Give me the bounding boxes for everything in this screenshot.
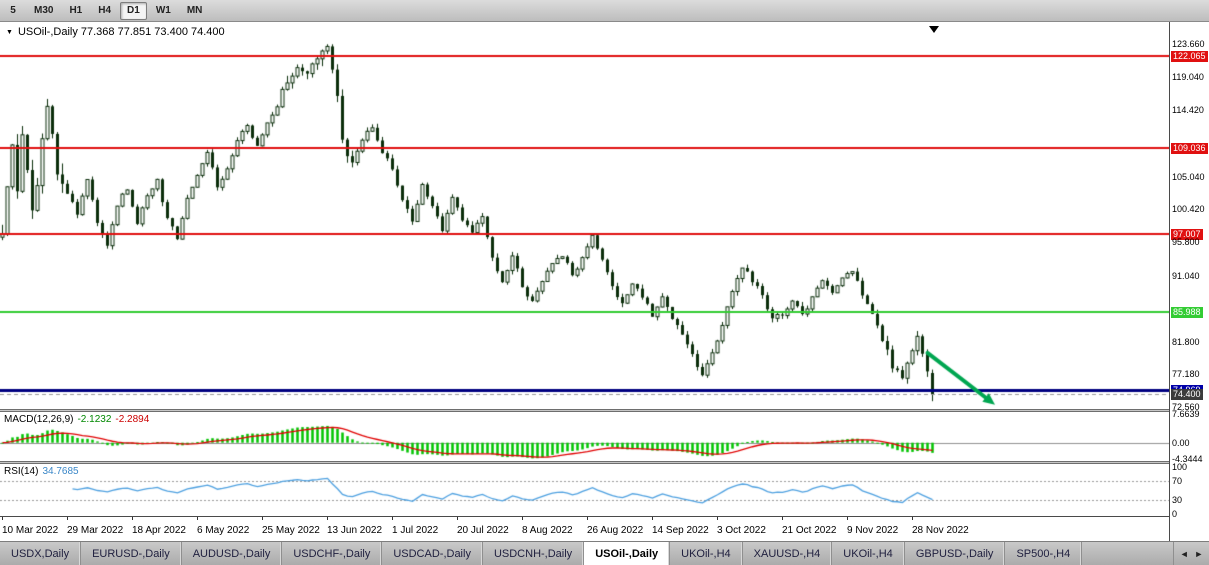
time-axis-label: 20 Jul 2022: [457, 525, 509, 536]
price-axis[interactable]: 123.660 122.065 119.040 114.420 109.036 105.0…: [1169, 22, 1209, 541]
time-axis-label: 8 Aug 2022: [522, 525, 573, 536]
timeframe-button-D1[interactable]: D1: [120, 1, 147, 20]
axis-label: 74.400: [1171, 389, 1203, 401]
symbol-tab-USDX-Daily[interactable]: USDX,Daily: [0, 542, 82, 565]
axis-label: 122.065: [1171, 50, 1208, 62]
chart-title-text: USOil-,Daily 77.368 77.851 73.400 74.400: [17, 26, 225, 38]
tab-scroll-controls: ◄ ►: [1173, 542, 1209, 565]
time-axis[interactable]: 10 Mar 2022 29 Mar 2022 18 Apr 2022 6 May 2…: [0, 516, 1169, 541]
axis-label: 7.6639: [1172, 409, 1200, 420]
timeframe-button-M30[interactable]: M30: [34, 5, 54, 16]
timeframe-button-H1[interactable]: H1: [69, 5, 83, 16]
macd-indicator-label: MACD(12,26,9) -2.1232 -2.2894: [4, 414, 150, 425]
axis-label: 114.420: [1172, 104, 1204, 115]
axis-label: 81.800: [1172, 336, 1200, 347]
axis-label: 70: [1172, 476, 1183, 487]
axis-label: 77.180: [1172, 369, 1200, 380]
axis-label: 85.988: [1171, 306, 1203, 318]
time-tick: [912, 517, 913, 520]
axis-label: 105.040: [1172, 171, 1205, 182]
time-tick: [197, 517, 198, 520]
time-axis-label: 13 Jun 2022: [327, 525, 383, 536]
macd-panel-canvas[interactable]: [0, 412, 1169, 461]
symbol-tab-USOil-Daily[interactable]: USOil-,Daily: [584, 542, 671, 565]
time-tick: [67, 517, 68, 520]
time-axis-label: 25 May 2022: [262, 525, 320, 536]
time-axis-label: 1 Jul 2022: [392, 525, 439, 536]
time-axis-label: 28 Nov 2022: [912, 525, 969, 536]
time-tick: [132, 517, 133, 520]
time-axis-label: 6 May 2022: [197, 525, 250, 536]
rsi-panel-canvas[interactable]: [0, 464, 1169, 516]
panel-separator[interactable]: [0, 461, 1209, 464]
time-tick: [522, 517, 523, 520]
symbol-tab-USDCNH-Daily[interactable]: USDCNH-,Daily: [483, 542, 585, 565]
timeframe-button-MN[interactable]: MN: [186, 5, 203, 16]
axis-label: 72.560: [1172, 402, 1200, 413]
timeframe-button-5[interactable]: 5: [10, 5, 16, 16]
chart-title: ▼ USOil-,Daily 77.368 77.851 73.400 74.4…: [4, 26, 227, 38]
time-tick: [782, 517, 783, 520]
axis-label: 0.00: [1172, 437, 1190, 448]
axis-label: -4.3444: [1172, 453, 1203, 464]
panel-separator[interactable]: [0, 409, 1209, 412]
axis-label: 95.800: [1172, 237, 1200, 248]
time-axis-label: 29 Mar 2022: [67, 525, 124, 536]
time-axis-label: 21 Oct 2022: [782, 525, 837, 536]
macd-name: MACD(12,26,9): [4, 414, 74, 425]
time-axis-label: 14 Sep 2022: [652, 525, 709, 536]
symbol-tab-USDCHF-Daily[interactable]: USDCHF-,Daily: [282, 542, 383, 565]
symbol-tab-UKOil-H4[interactable]: UKOil-,H4: [832, 542, 905, 565]
symbol-tabs: USDX,Daily EURUSD-,Daily AUDUSD-,Daily USDC…: [0, 542, 1173, 565]
time-tick: [847, 517, 848, 520]
axis-label: 119.040: [1172, 72, 1204, 83]
symbol-tab-EURUSD-Daily[interactable]: EURUSD-,Daily: [81, 542, 182, 565]
time-axis-label: 26 Aug 2022: [587, 525, 644, 536]
time-axis-label: 10 Mar 2022: [2, 525, 59, 536]
axis-label: 100.420: [1172, 204, 1205, 215]
timeframe-button-H4[interactable]: H4: [98, 5, 112, 16]
axis-label: 123.660: [1172, 39, 1205, 50]
symbol-tab-SP500-H4[interactable]: SP500-,H4: [1005, 542, 1083, 565]
time-tick: [717, 517, 718, 520]
time-axis-label: 3 Oct 2022: [717, 525, 766, 536]
axis-label: 109.036: [1171, 143, 1208, 155]
symbol-tab-AUDUSD-Daily[interactable]: AUDUSD-,Daily: [182, 542, 283, 565]
time-tick: [587, 517, 588, 520]
rsi-name: RSI(14): [4, 466, 39, 477]
tabs-scroll-left-button[interactable]: ◄: [1179, 548, 1189, 559]
tabs-scroll-right-button[interactable]: ►: [1194, 548, 1204, 559]
rsi-indicator-label: RSI(14) 34.7685: [4, 466, 79, 477]
axis-label: 30: [1172, 494, 1183, 505]
price-chart-canvas[interactable]: [0, 22, 1169, 409]
time-tick: [652, 517, 653, 520]
axis-label: 100: [1172, 462, 1188, 472]
symbol-tab-USDCAD-Daily[interactable]: USDCAD-,Daily: [382, 542, 483, 565]
time-tick: [2, 517, 3, 520]
macd-signal-value: -2.2894: [115, 414, 150, 425]
time-axis-label: 18 Apr 2022: [132, 525, 186, 536]
symbol-tab-bar: USDX,Daily EURUSD-,Daily AUDUSD-,Daily USDC…: [0, 541, 1209, 565]
rsi-value: 34.7685: [42, 466, 79, 477]
time-tick: [262, 517, 263, 520]
symbol-tab-XAUUSD-H4[interactable]: XAUUSD-,H4: [743, 542, 833, 565]
chart-dropdown-icon[interactable]: ▼: [6, 28, 13, 36]
chart-shift-marker-icon[interactable]: [929, 26, 939, 33]
time-axis-label: 9 Nov 2022: [847, 525, 899, 536]
symbol-tab-UKOil-H4[interactable]: UKOil-,H4: [670, 542, 743, 565]
axis-label: 91.040: [1172, 270, 1200, 281]
symbol-tab-GBPUSD-Daily[interactable]: GBPUSD-,Daily: [905, 542, 1006, 565]
time-tick: [457, 517, 458, 520]
axis-label: 0: [1172, 509, 1178, 519]
time-tick: [392, 517, 393, 520]
timeframe-toolbar: 5 M30 H1 H4 D1 W1 MN: [0, 0, 1209, 22]
macd-main-value: -2.1232: [77, 414, 112, 425]
time-tick: [327, 517, 328, 520]
axis-label: 97.007: [1171, 228, 1203, 240]
timeframe-button-W1[interactable]: W1: [155, 5, 171, 16]
